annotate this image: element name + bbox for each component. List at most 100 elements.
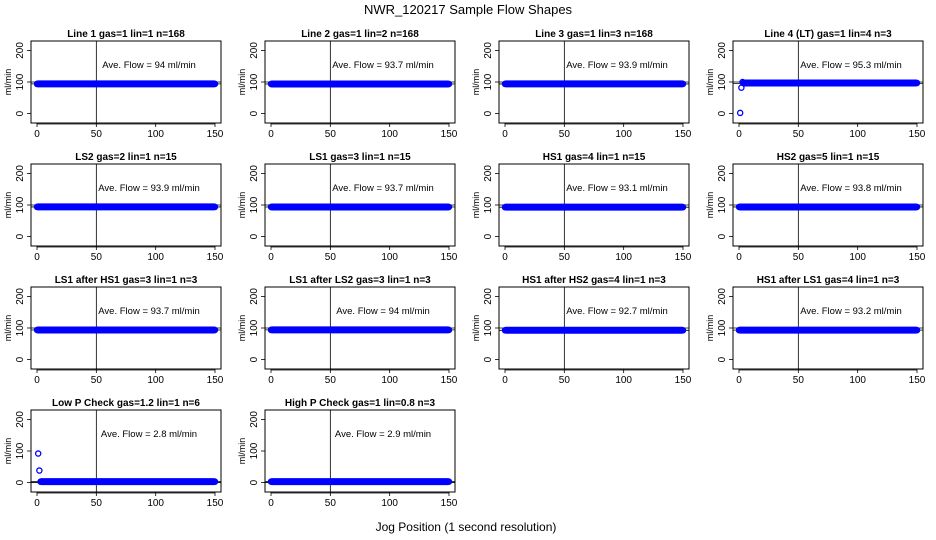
x-tick-label: 50 <box>91 375 103 386</box>
data-point-band <box>38 478 218 486</box>
panel-6: LS1 gas=3 lin=1 n=15 Ave. Flow = 93.7 ml/… <box>237 152 458 263</box>
y-tick-label: 0 <box>249 356 260 362</box>
panel-12: HS1 after LS1 gas=4 lin=1 n=3 Ave. Flow =… <box>705 275 926 386</box>
y-axis-label: ml/min <box>471 69 481 96</box>
data-point <box>501 80 509 88</box>
average-flow-label: Ave. Flow = 93.9 ml/min <box>98 183 199 194</box>
x-tick-label: 100 <box>615 375 632 386</box>
data-point-band <box>502 203 686 211</box>
x-tick-label: 150 <box>675 375 692 386</box>
x-tick-label: 150 <box>675 252 692 263</box>
x-tick-label: 50 <box>91 498 103 509</box>
data-point-band <box>502 80 686 88</box>
data-point <box>445 478 453 485</box>
data-point <box>37 478 44 485</box>
y-tick-label: 100 <box>483 196 494 213</box>
data-point-band <box>34 203 218 211</box>
data-point-band <box>736 326 920 334</box>
x-tick-label: 100 <box>381 129 398 140</box>
y-tick-label: 0 <box>15 479 26 485</box>
y-tick-label: 0 <box>249 479 260 485</box>
x-tick-label: 50 <box>559 252 571 263</box>
y-axis-label: ml/min <box>705 315 715 342</box>
y-tick-label: 100 <box>717 196 728 213</box>
data-point <box>445 80 453 88</box>
panel-13: Low P Check gas=1.2 lin=1 n=6 Ave. Flow =… <box>3 398 224 509</box>
y-tick-label: 100 <box>249 319 260 336</box>
y-tick-label: 200 <box>15 288 26 305</box>
x-tick-label: 50 <box>793 375 805 386</box>
x-tick-label: 100 <box>381 498 398 509</box>
y-tick-label: 200 <box>249 288 260 305</box>
data-point-band <box>736 203 920 211</box>
panel-10: LS1 after LS2 gas=3 lin=1 n=3 Ave. Flow =… <box>237 275 458 386</box>
panel-3: Line 3 gas=1 lin=3 n=168 Ave. Flow = 93.9… <box>471 29 692 140</box>
y-tick-label: 200 <box>483 288 494 305</box>
data-point <box>33 203 41 211</box>
data-point <box>36 467 43 474</box>
x-tick-label: 0 <box>736 252 742 263</box>
y-tick-label: 100 <box>15 442 26 459</box>
y-tick-label: 100 <box>483 319 494 336</box>
data-point <box>267 326 275 334</box>
x-tick-label: 150 <box>909 252 926 263</box>
x-tick-label: 150 <box>207 498 224 509</box>
data-point <box>736 109 744 117</box>
data-point <box>735 326 743 334</box>
y-tick-label: 200 <box>483 42 494 59</box>
panel-title: LS1 after HS1 gas=3 lin=1 n=3 <box>55 275 198 286</box>
panel-5: LS2 gas=2 lin=1 n=15 Ave. Flow = 93.9 ml/… <box>3 152 224 263</box>
x-tick-label: 50 <box>559 129 571 140</box>
x-tick-label: 150 <box>909 375 926 386</box>
x-tick-label: 150 <box>441 375 458 386</box>
x-tick-label: 100 <box>147 498 164 509</box>
x-tick-label: 100 <box>147 129 164 140</box>
data-point <box>913 203 921 211</box>
panel-11: HS1 after HS2 gas=4 lin=1 n=3 Ave. Flow =… <box>471 275 692 386</box>
average-flow-label: Ave. Flow = 93.1 ml/min <box>566 183 667 194</box>
data-point-band <box>268 80 452 88</box>
y-tick-label: 0 <box>15 233 26 239</box>
y-tick-label: 200 <box>249 411 260 428</box>
average-flow-label: Ave. Flow = 94 ml/min <box>102 60 196 71</box>
figure-xlabel: Jog Position (1 second resolution) <box>376 520 557 534</box>
y-axis-label: ml/min <box>3 192 13 219</box>
y-tick-label: 0 <box>483 356 494 362</box>
panel-title: HS2 gas=5 lin=1 n=15 <box>777 152 880 163</box>
average-flow-label: Ave. Flow = 93.8 ml/min <box>800 183 901 194</box>
x-tick-label: 0 <box>34 498 40 509</box>
average-flow-label: Ave. Flow = 93.7 ml/min <box>98 306 199 317</box>
panel-title: Line 1 gas=1 lin=1 n=168 <box>67 29 185 40</box>
data-point <box>33 80 41 88</box>
y-tick-label: 200 <box>15 165 26 182</box>
panel-title: High P Check gas=1 lin=0.8 n=3 <box>285 398 436 409</box>
x-tick-label: 50 <box>793 252 805 263</box>
x-tick-label: 0 <box>268 252 274 263</box>
average-flow-label: Ave. Flow = 2.9 ml/min <box>335 429 431 440</box>
data-point <box>913 326 921 334</box>
y-axis-label: ml/min <box>237 315 247 342</box>
average-flow-label: Ave. Flow = 93.7 ml/min <box>332 183 433 194</box>
x-tick-label: 50 <box>559 375 571 386</box>
panel-1: Line 1 gas=1 lin=1 n=168 Ave. Flow = 94 m… <box>3 29 224 140</box>
y-tick-label: 200 <box>717 42 728 59</box>
data-point <box>679 327 687 334</box>
x-tick-label: 100 <box>381 375 398 386</box>
panel-title: LS1 gas=3 lin=1 n=15 <box>309 152 411 163</box>
x-tick-label: 0 <box>736 375 742 386</box>
y-tick-label: 100 <box>717 319 728 336</box>
x-tick-label: 50 <box>325 375 337 386</box>
data-point <box>34 450 42 457</box>
y-tick-label: 0 <box>717 233 728 239</box>
x-tick-label: 150 <box>207 252 224 263</box>
y-tick-label: 200 <box>717 288 728 305</box>
x-tick-label: 50 <box>325 129 337 140</box>
panel-title: LS2 gas=2 lin=1 n=15 <box>75 152 177 163</box>
average-flow-label: Ave. Flow = 92.7 ml/min <box>566 306 667 317</box>
y-axis-label: ml/min <box>237 438 247 465</box>
data-point <box>679 80 687 88</box>
data-point <box>211 326 219 334</box>
x-tick-label: 100 <box>849 252 866 263</box>
average-flow-label: Ave. Flow = 94 ml/min <box>336 306 430 317</box>
x-tick-label: 50 <box>91 252 103 263</box>
